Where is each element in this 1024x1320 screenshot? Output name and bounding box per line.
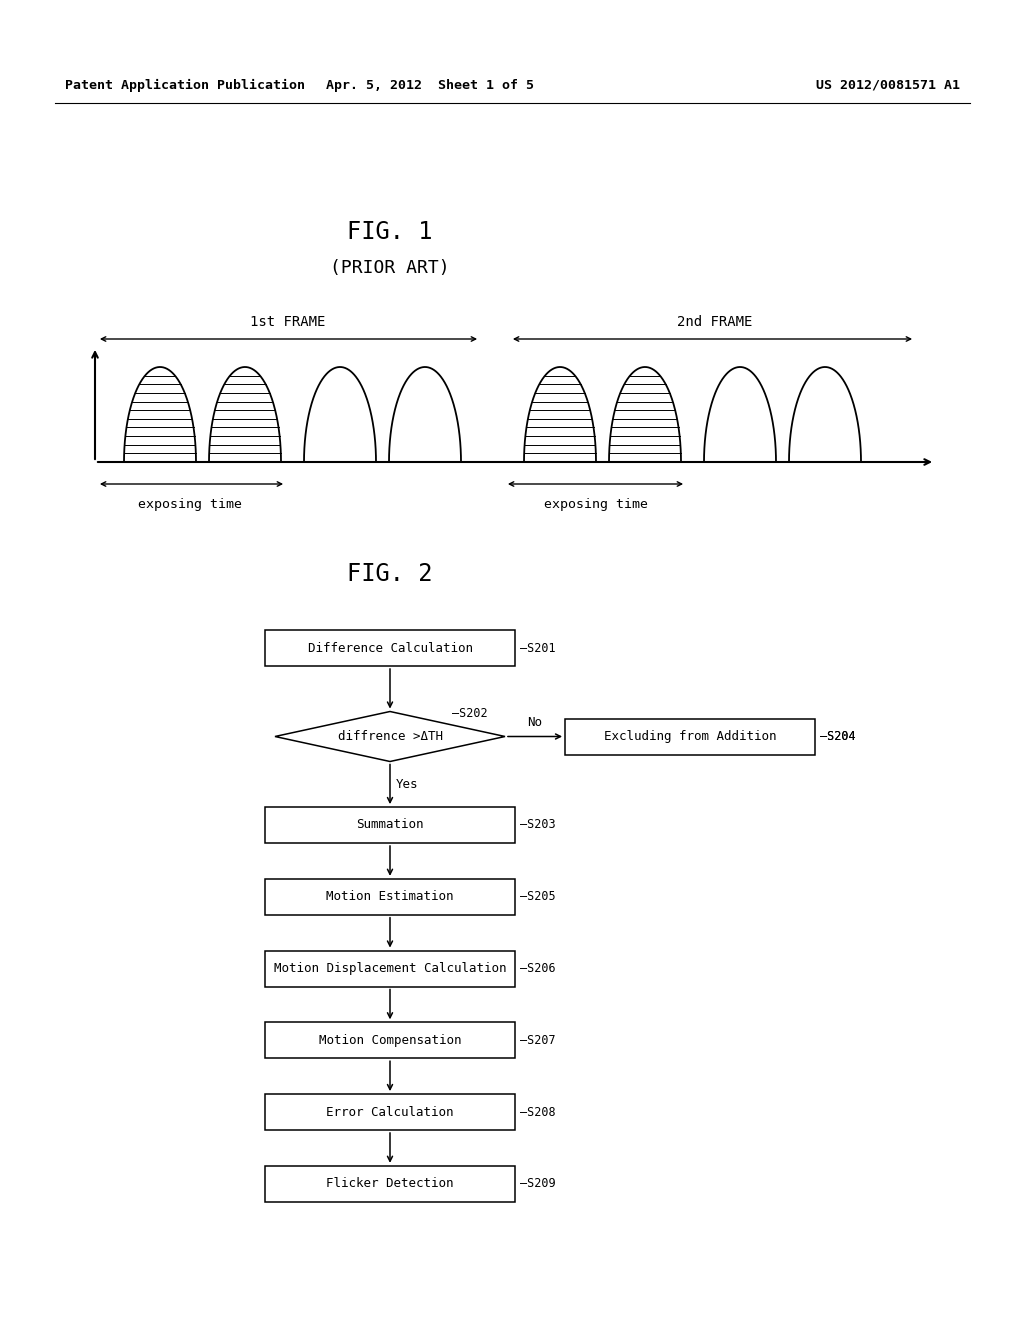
Text: No: No bbox=[527, 715, 543, 729]
Bar bbox=[265, 1166, 515, 1201]
Text: —S208: —S208 bbox=[520, 1106, 556, 1118]
Text: Summation: Summation bbox=[356, 818, 424, 832]
Text: —S207: —S207 bbox=[520, 1034, 556, 1047]
Bar bbox=[265, 950, 515, 986]
Text: (PRIOR ART): (PRIOR ART) bbox=[330, 259, 450, 277]
Text: exposing time: exposing time bbox=[138, 498, 243, 511]
Text: Motion Estimation: Motion Estimation bbox=[327, 890, 454, 903]
Text: Motion Compensation: Motion Compensation bbox=[318, 1034, 461, 1047]
Text: FIG. 2: FIG. 2 bbox=[347, 562, 433, 586]
Text: diffrence >ΔTH: diffrence >ΔTH bbox=[338, 730, 442, 743]
Bar bbox=[265, 630, 515, 667]
Text: FIG. 1: FIG. 1 bbox=[347, 220, 433, 244]
Text: Apr. 5, 2012  Sheet 1 of 5: Apr. 5, 2012 Sheet 1 of 5 bbox=[326, 78, 534, 91]
Text: —S204: —S204 bbox=[820, 730, 856, 743]
Text: —S203: —S203 bbox=[520, 818, 556, 832]
Bar bbox=[565, 718, 815, 755]
Text: 1st FRAME: 1st FRAME bbox=[250, 315, 326, 329]
Text: Patent Application Publication: Patent Application Publication bbox=[65, 78, 305, 91]
Polygon shape bbox=[275, 711, 505, 762]
Text: Excluding from Addition: Excluding from Addition bbox=[604, 730, 776, 743]
Text: —S209: —S209 bbox=[520, 1177, 556, 1191]
Text: —S204: —S204 bbox=[820, 730, 856, 743]
Text: —S205: —S205 bbox=[520, 890, 556, 903]
Text: —S206: —S206 bbox=[520, 962, 556, 975]
Text: Difference Calculation: Difference Calculation bbox=[307, 642, 472, 655]
Text: exposing time: exposing time bbox=[544, 498, 647, 511]
Bar bbox=[265, 1094, 515, 1130]
Text: 2nd FRAME: 2nd FRAME bbox=[677, 315, 753, 329]
Bar bbox=[265, 879, 515, 915]
Text: —S202: —S202 bbox=[453, 708, 488, 719]
Text: Flicker Detection: Flicker Detection bbox=[327, 1177, 454, 1191]
Text: —S201: —S201 bbox=[520, 642, 556, 655]
Bar bbox=[265, 807, 515, 843]
Text: US 2012/0081571 A1: US 2012/0081571 A1 bbox=[816, 78, 961, 91]
Text: Yes: Yes bbox=[396, 777, 419, 791]
Text: Error Calculation: Error Calculation bbox=[327, 1106, 454, 1118]
Bar bbox=[265, 1022, 515, 1059]
Text: Motion Displacement Calculation: Motion Displacement Calculation bbox=[273, 962, 506, 975]
